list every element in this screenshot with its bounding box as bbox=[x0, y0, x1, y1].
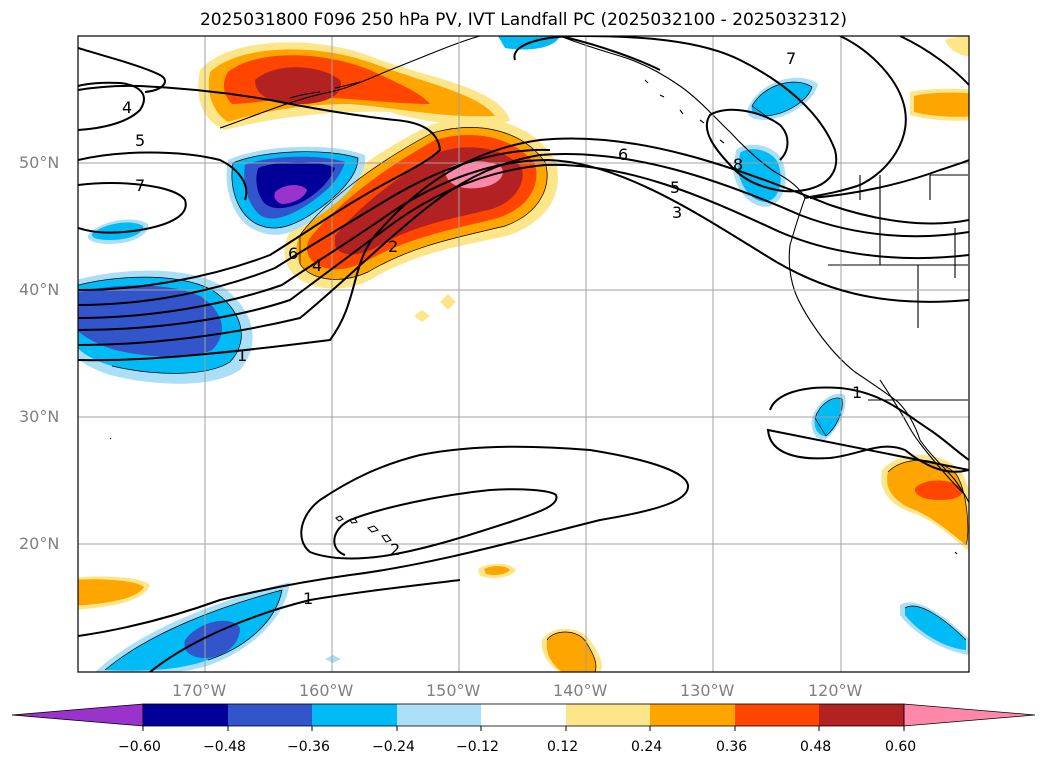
colorbar-cell bbox=[143, 704, 228, 726]
longitude-label: 140°W bbox=[553, 681, 608, 700]
coastlines bbox=[109, 36, 969, 555]
colorbar-cell bbox=[481, 704, 566, 726]
contour-label: 6 bbox=[618, 145, 628, 164]
longitude-label: 130°W bbox=[680, 681, 735, 700]
contour-label-group: 4 5 7 6 4 2 6 5 3 7 8 1 1 2 1 bbox=[122, 49, 862, 608]
colorbar-extend-high bbox=[903, 703, 1036, 727]
baja-coast bbox=[879, 379, 966, 496]
contour-label: 7 bbox=[786, 49, 796, 68]
colorbar-cell bbox=[650, 704, 735, 726]
contour-label: 6 bbox=[288, 244, 298, 263]
longitude-label: 170°W bbox=[172, 681, 227, 700]
colorbar-cell bbox=[228, 704, 312, 726]
colorbar-tick-label: 0.48 bbox=[800, 739, 832, 755]
colorbar-tick-label: 0.12 bbox=[547, 739, 579, 755]
latitude-label: 20°N bbox=[19, 534, 60, 553]
alaska-panhandle-coast bbox=[559, 36, 806, 199]
colorbar-tick-label: −0.12 bbox=[456, 739, 499, 755]
colorbar-tick-label: −0.24 bbox=[372, 739, 415, 755]
longitude-label: 120°W bbox=[808, 681, 863, 700]
contour-label: 5 bbox=[670, 178, 680, 197]
alaska-coast bbox=[219, 36, 481, 129]
longitude-label: 160°W bbox=[299, 681, 354, 700]
colorbar-cell bbox=[566, 704, 650, 726]
latitude-label: 30°N bbox=[19, 407, 60, 426]
map-frame bbox=[77, 35, 970, 673]
contour-ring-1 bbox=[766, 386, 969, 473]
colorbar bbox=[11, 703, 1036, 731]
contour-label: 1 bbox=[852, 383, 862, 402]
colorbar-cell bbox=[735, 704, 819, 726]
map-title: 2025031800 F096 250 hPa PV, IVT Landfall… bbox=[199, 10, 847, 30]
contour-label: 7 bbox=[135, 176, 145, 195]
longitude-label: 150°W bbox=[426, 681, 481, 700]
west-coast bbox=[788, 197, 921, 441]
colorbar-extend-low bbox=[11, 703, 144, 727]
colorbar-tick-label: −0.48 bbox=[203, 739, 246, 755]
contour-label: 2 bbox=[388, 237, 398, 256]
colorbar-tick-label: 0.24 bbox=[631, 739, 663, 755]
latitude-label: 40°N bbox=[19, 280, 60, 299]
colorbar-cell bbox=[312, 704, 397, 726]
fill-outlines bbox=[78, 81, 969, 672]
contour-label: 4 bbox=[312, 256, 322, 275]
colorbar-tick-label: −0.60 bbox=[118, 739, 161, 755]
colorbar-tick-label: 0.36 bbox=[716, 739, 748, 755]
contour-label: 3 bbox=[672, 203, 682, 222]
colorbar-cell bbox=[819, 704, 904, 726]
map-area: 4 5 7 6 4 2 6 5 3 7 8 1 1 2 1 bbox=[78, 36, 969, 672]
contour-label: 1 bbox=[303, 589, 313, 608]
colorbar-tick-label: −0.36 bbox=[287, 739, 330, 755]
contour-label: 2 bbox=[390, 540, 400, 559]
ivt-contours bbox=[78, 36, 969, 672]
contour-label: 1 bbox=[237, 346, 247, 365]
contour-label: 5 bbox=[135, 131, 145, 150]
colorbar-tick-label: 0.60 bbox=[885, 739, 917, 755]
contour-label: 4 bbox=[122, 98, 132, 117]
latitude-label: 50°N bbox=[19, 153, 60, 172]
contour-label: 8 bbox=[733, 155, 743, 174]
colorbar-cell bbox=[397, 704, 481, 726]
